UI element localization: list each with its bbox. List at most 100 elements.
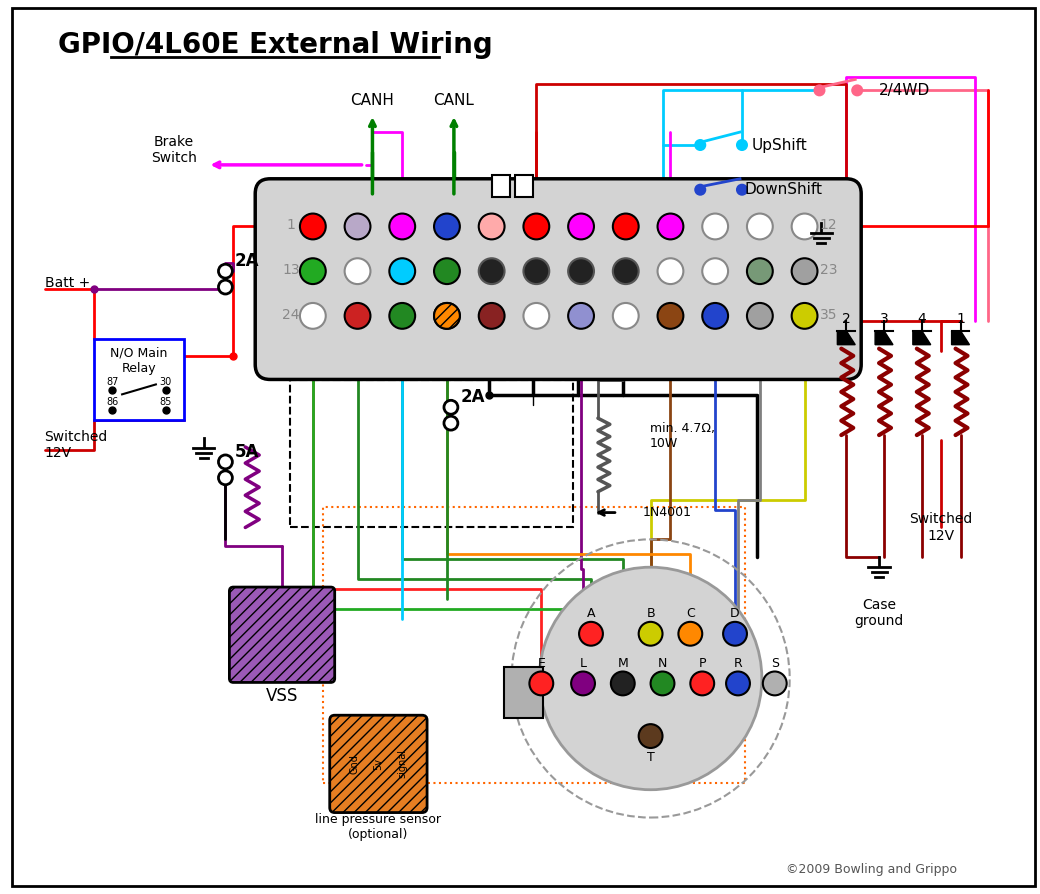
Circle shape <box>444 401 458 414</box>
Circle shape <box>478 303 504 329</box>
Circle shape <box>344 258 370 284</box>
Circle shape <box>523 214 549 240</box>
Circle shape <box>523 258 549 284</box>
Circle shape <box>747 303 773 329</box>
Polygon shape <box>913 331 931 345</box>
Circle shape <box>389 258 415 284</box>
FancyBboxPatch shape <box>230 587 335 682</box>
Circle shape <box>344 303 370 329</box>
Circle shape <box>737 140 747 150</box>
Circle shape <box>444 417 458 430</box>
Polygon shape <box>875 331 893 345</box>
Text: 87: 87 <box>106 377 119 387</box>
Text: Switched
12V: Switched 12V <box>45 430 108 460</box>
Circle shape <box>478 258 504 284</box>
Text: 2/4WD: 2/4WD <box>879 83 931 97</box>
Text: N: N <box>658 657 668 670</box>
Text: 1N4001: 1N4001 <box>643 506 692 519</box>
Text: UpShift: UpShift <box>752 138 808 153</box>
Text: GPIO/4L60E External Wiring: GPIO/4L60E External Wiring <box>57 30 493 59</box>
Circle shape <box>523 303 549 329</box>
Text: 2: 2 <box>842 312 851 325</box>
Circle shape <box>434 258 460 284</box>
Circle shape <box>696 140 705 150</box>
Circle shape <box>300 303 326 329</box>
Circle shape <box>613 258 639 284</box>
Circle shape <box>613 303 639 329</box>
Circle shape <box>723 622 747 645</box>
Bar <box>503 667 543 718</box>
Text: 24: 24 <box>282 308 300 322</box>
Circle shape <box>678 622 702 645</box>
Circle shape <box>434 303 460 329</box>
Text: A: A <box>587 607 595 620</box>
Circle shape <box>579 622 603 645</box>
Circle shape <box>218 455 232 468</box>
Text: min. 4.7Ω,
10W: min. 4.7Ω, 10W <box>650 422 714 450</box>
Text: D: D <box>730 607 739 620</box>
Circle shape <box>726 671 750 696</box>
Text: C: C <box>686 607 695 620</box>
Text: CANL: CANL <box>434 93 474 108</box>
Text: Switched
12V: Switched 12V <box>909 512 972 543</box>
Polygon shape <box>952 331 969 345</box>
Circle shape <box>568 258 594 284</box>
Circle shape <box>852 86 862 96</box>
Text: 86: 86 <box>106 397 119 408</box>
Text: Case
ground: Case ground <box>855 598 904 628</box>
Text: M: M <box>618 657 628 670</box>
Circle shape <box>344 214 370 240</box>
Circle shape <box>814 86 825 96</box>
Text: 2A: 2A <box>461 388 485 407</box>
Circle shape <box>702 303 728 329</box>
Text: E: E <box>538 657 545 670</box>
Circle shape <box>300 258 326 284</box>
Text: 4: 4 <box>917 312 927 325</box>
Circle shape <box>613 214 639 240</box>
FancyBboxPatch shape <box>255 179 861 379</box>
Circle shape <box>568 303 594 329</box>
Text: Gnd: Gnd <box>349 754 360 774</box>
Text: 23: 23 <box>820 263 837 277</box>
Circle shape <box>434 303 460 329</box>
Circle shape <box>747 214 773 240</box>
Circle shape <box>702 214 728 240</box>
Circle shape <box>571 671 595 696</box>
Circle shape <box>639 622 662 645</box>
Text: Brake
Switch: Brake Switch <box>151 135 197 165</box>
Circle shape <box>657 303 683 329</box>
Circle shape <box>218 265 232 278</box>
Circle shape <box>791 303 817 329</box>
Text: line pressure sensor
(optional): line pressure sensor (optional) <box>315 814 441 841</box>
Text: 3: 3 <box>880 312 888 325</box>
Text: 5A: 5A <box>235 443 259 461</box>
Text: 5v: 5v <box>373 758 384 770</box>
Circle shape <box>568 214 594 240</box>
Circle shape <box>540 567 762 789</box>
Text: 30: 30 <box>160 377 172 387</box>
Circle shape <box>737 185 747 195</box>
Circle shape <box>747 258 773 284</box>
Circle shape <box>791 214 817 240</box>
Text: VSS: VSS <box>266 687 298 705</box>
Circle shape <box>478 214 504 240</box>
Circle shape <box>610 671 634 696</box>
Text: 2A: 2A <box>235 252 260 270</box>
Text: 12: 12 <box>820 218 837 232</box>
Circle shape <box>696 185 705 195</box>
Circle shape <box>791 258 817 284</box>
Circle shape <box>639 724 662 748</box>
Text: B: B <box>646 607 655 620</box>
Circle shape <box>651 671 674 696</box>
FancyBboxPatch shape <box>330 715 427 813</box>
Bar <box>95 339 184 420</box>
Text: CANH: CANH <box>350 93 394 108</box>
Text: L: L <box>579 657 587 670</box>
Bar <box>492 175 510 197</box>
Text: R: R <box>733 657 743 670</box>
Bar <box>516 175 534 197</box>
Circle shape <box>218 471 232 485</box>
Circle shape <box>300 214 326 240</box>
Polygon shape <box>837 331 855 345</box>
Circle shape <box>434 214 460 240</box>
